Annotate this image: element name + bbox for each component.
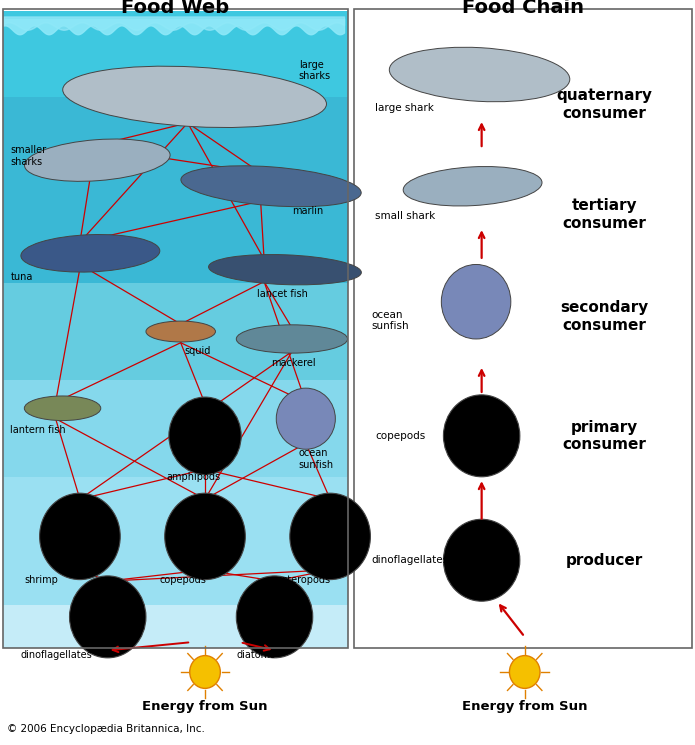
Circle shape xyxy=(509,656,540,688)
Text: copepods: copepods xyxy=(375,431,425,441)
Text: lancet fish: lancet fish xyxy=(257,289,308,299)
Text: copepods: copepods xyxy=(160,575,206,585)
Ellipse shape xyxy=(24,396,101,420)
Text: large shark: large shark xyxy=(375,103,434,113)
Text: producer: producer xyxy=(566,553,644,568)
Bar xyxy=(354,9,692,648)
Text: quaternary
consumer: quaternary consumer xyxy=(557,88,653,121)
Text: secondary
consumer: secondary consumer xyxy=(561,300,648,333)
Circle shape xyxy=(443,519,520,601)
Text: dinoflagellates: dinoflagellates xyxy=(372,555,449,565)
Ellipse shape xyxy=(403,167,542,206)
Text: lantern fish: lantern fish xyxy=(10,425,66,434)
Ellipse shape xyxy=(441,264,511,339)
Text: ocean
sunfish: ocean sunfish xyxy=(372,310,409,331)
Text: mackerel: mackerel xyxy=(271,358,316,367)
Ellipse shape xyxy=(236,325,348,353)
Ellipse shape xyxy=(277,388,336,449)
Text: tertiary
consumer: tertiary consumer xyxy=(563,198,646,231)
Text: diatoms: diatoms xyxy=(236,650,275,660)
Text: tuna: tuna xyxy=(10,272,33,282)
Text: primary
consumer: primary consumer xyxy=(563,419,646,452)
Text: amphipods: amphipods xyxy=(167,472,221,481)
Bar xyxy=(3,283,348,380)
Circle shape xyxy=(236,576,313,658)
Circle shape xyxy=(290,493,370,580)
Text: © 2006 Encyclopædia Britannica, Inc.: © 2006 Encyclopædia Britannica, Inc. xyxy=(7,723,205,734)
Bar xyxy=(3,9,348,648)
Text: Energy from Sun: Energy from Sun xyxy=(462,700,587,713)
Text: marlin: marlin xyxy=(292,206,323,215)
Text: small shark: small shark xyxy=(375,211,436,221)
Ellipse shape xyxy=(63,66,327,127)
Text: shrimp: shrimp xyxy=(24,575,58,585)
Circle shape xyxy=(40,493,120,580)
Circle shape xyxy=(190,656,220,688)
Circle shape xyxy=(169,397,241,475)
Circle shape xyxy=(70,576,146,658)
Ellipse shape xyxy=(389,47,570,102)
Bar xyxy=(3,97,348,283)
Bar xyxy=(3,605,348,648)
Bar xyxy=(3,11,348,97)
Ellipse shape xyxy=(24,139,170,181)
Bar xyxy=(3,477,348,607)
Text: ocean
sunfish: ocean sunfish xyxy=(299,448,334,470)
Bar xyxy=(3,380,348,477)
Ellipse shape xyxy=(208,255,361,285)
Text: large
sharks: large sharks xyxy=(299,60,331,81)
Text: Energy from Sun: Energy from Sun xyxy=(142,700,268,713)
Text: dinoflagellates: dinoflagellates xyxy=(21,650,92,660)
Text: Food Web: Food Web xyxy=(122,0,229,17)
Ellipse shape xyxy=(181,166,361,206)
Ellipse shape xyxy=(146,321,215,342)
Ellipse shape xyxy=(21,235,160,272)
Text: Food Chain: Food Chain xyxy=(462,0,584,17)
Circle shape xyxy=(443,395,520,477)
Text: squid: squid xyxy=(184,346,211,356)
Text: smaller
sharks: smaller sharks xyxy=(10,145,47,167)
Text: pteropods: pteropods xyxy=(281,575,331,585)
Circle shape xyxy=(165,493,245,580)
